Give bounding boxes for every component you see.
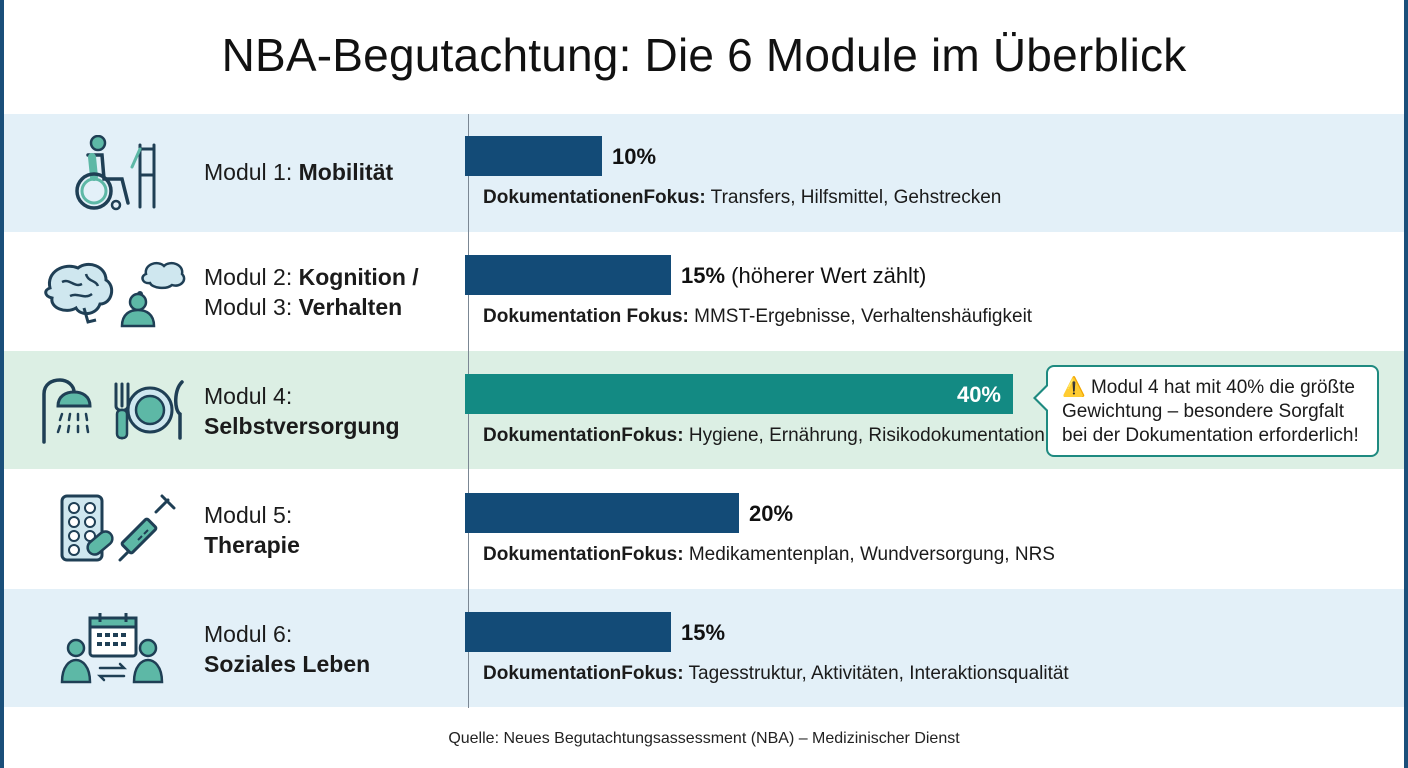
person-thought-icon (120, 262, 186, 328)
calendar-people-icon (60, 613, 164, 684)
focus-text-5: DokumentationFokus: Medikamentenplan, Wu… (483, 544, 1055, 565)
module-label-5: Modul 5: Therapie (204, 502, 300, 558)
callout-text: Modul 4 hat mit 40% die größte Gewichtun… (1062, 377, 1359, 446)
focus-text-6: DokumentationFokus: Tagesstruktur, Aktiv… (483, 663, 1069, 684)
module-label-6: Modul 6: Soziales Leben (204, 621, 371, 677)
focus-text-4: DokumentationFokus: Hygiene, Ernährung, … (483, 425, 1045, 446)
focus-text-2: Dokumentation Fokus: MMST-Ergebnisse, Ve… (483, 306, 1033, 327)
shower-icon (42, 378, 184, 444)
module-label-4: Modul 4: Selbstversorgung (204, 383, 400, 439)
value-label-6: 15% (681, 620, 726, 645)
pill-blister-icon (60, 494, 176, 562)
chart-title: NBA-Begutachtung: Die 6 Module im Überbl… (221, 29, 1187, 81)
module-row-2 (4, 232, 1404, 350)
bar-module-1 (465, 136, 602, 176)
module-row-1 (4, 114, 1404, 232)
bar-module-4 (465, 374, 1013, 414)
bar-module-6 (465, 612, 671, 652)
module-label-1: Modul 1: Mobilität (204, 159, 394, 185)
value-label-2: 15% (höherer Wert zählt) (681, 263, 927, 288)
plate-cutlery-icon (114, 380, 184, 440)
wheelchair-icon (75, 135, 156, 211)
bar-module-5 (465, 493, 739, 533)
brain-icon (44, 262, 186, 328)
callout-box: ⚠️ Modul 4 hat mit 40% die größte Gewich… (1046, 365, 1379, 457)
value-label-5: 20% (749, 501, 794, 526)
value-label-1: 10% (612, 144, 657, 169)
bar-module-2-3 (465, 255, 671, 295)
focus-text-1: DokumentationenFokus: Transfers, Hilfsmi… (483, 187, 1002, 208)
warning-icon: ⚠️ (1062, 377, 1086, 398)
module-row-6 (4, 589, 1404, 707)
syringe-icon (118, 494, 176, 562)
source-note: Quelle: Neues Begutachtungsassessment (N… (448, 730, 960, 747)
value-label-4: 40% (956, 382, 1001, 407)
module-label-2: Modul 2: Kognition / Modul 3: Verhalten (204, 264, 419, 320)
callout-pointer-inner (1036, 386, 1048, 410)
